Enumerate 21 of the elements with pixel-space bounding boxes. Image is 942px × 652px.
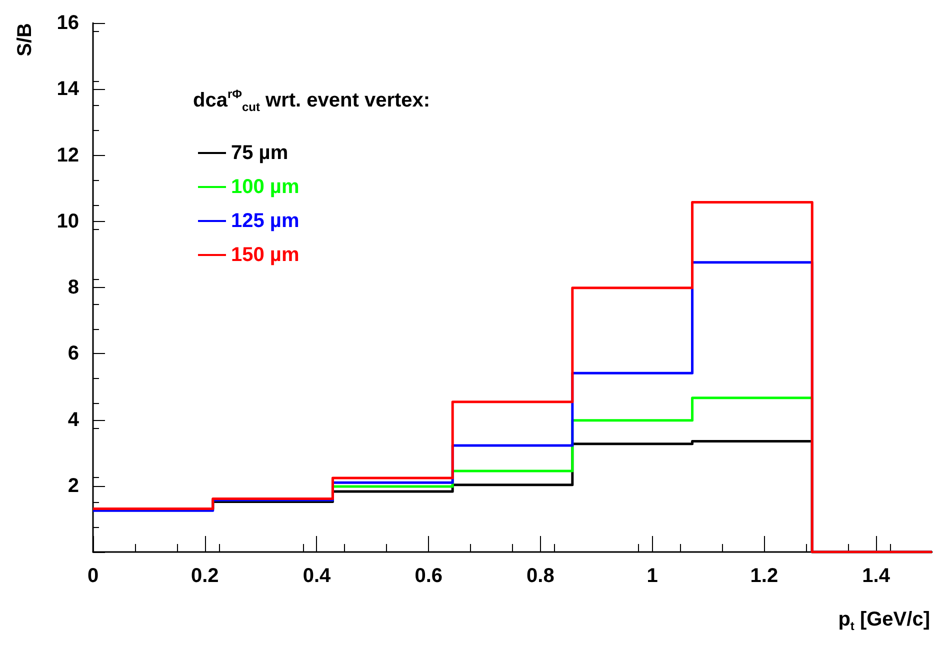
x-tick-label: 0.4 <box>302 565 332 587</box>
y-tick-label: 14 <box>56 78 80 100</box>
x-tick-label: 0.2 <box>190 565 219 587</box>
y-tick-label: 2 <box>68 474 79 497</box>
x-tick-label: 0.6 <box>414 565 443 587</box>
x-tick-label: 1.2 <box>750 565 778 587</box>
legend-label: 100 µm <box>231 176 300 198</box>
legend-label: 150 µm <box>231 244 300 266</box>
legend-label: 75 µm <box>231 142 288 164</box>
x-tick-label: 0.8 <box>526 565 554 587</box>
y-tick-label: 16 <box>56 12 79 34</box>
y-axis-title: S/B <box>14 23 36 56</box>
y-tick-label: 6 <box>68 342 79 365</box>
y-tick-label: 4 <box>68 408 80 431</box>
x-tick-label: 0 <box>87 565 99 587</box>
x-tick-label: 1.4 <box>862 565 891 587</box>
y-tick-label: 8 <box>68 276 79 298</box>
legend-label: 125 µm <box>231 210 300 232</box>
y-tick-label: 10 <box>56 210 79 232</box>
y-tick-label: 12 <box>56 144 79 166</box>
x-tick-label: 1 <box>646 565 658 587</box>
